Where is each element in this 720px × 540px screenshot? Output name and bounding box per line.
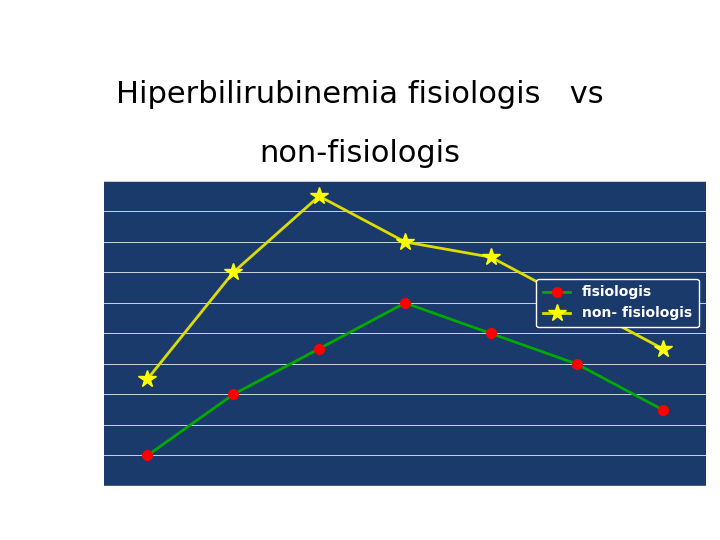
non- fisiologis [229, 269, 238, 275]
non- fisiologis [400, 239, 409, 245]
Text: non‑fisiologis: non‑fisiologis [259, 139, 461, 168]
non- fisiologis [487, 254, 495, 260]
non- fisiologis [658, 346, 667, 352]
fisiologis [487, 330, 495, 337]
fisiologis [315, 346, 323, 352]
Line: fisiologis: fisiologis [143, 298, 667, 461]
fisiologis [572, 361, 581, 367]
fisiologis [143, 453, 152, 459]
Legend: fisiologis, non- fisiologis: fisiologis, non- fisiologis [536, 279, 698, 327]
fisiologis [400, 300, 409, 306]
fisiologis [658, 407, 667, 413]
non- fisiologis [143, 376, 152, 382]
non- fisiologis [572, 300, 581, 306]
Line: non- fisiologis: non- fisiologis [138, 187, 672, 388]
Text: Hiperbilirubinemia fisiologis   vs: Hiperbilirubinemia fisiologis vs [116, 80, 604, 109]
non- fisiologis [315, 193, 323, 199]
fisiologis [229, 391, 238, 397]
